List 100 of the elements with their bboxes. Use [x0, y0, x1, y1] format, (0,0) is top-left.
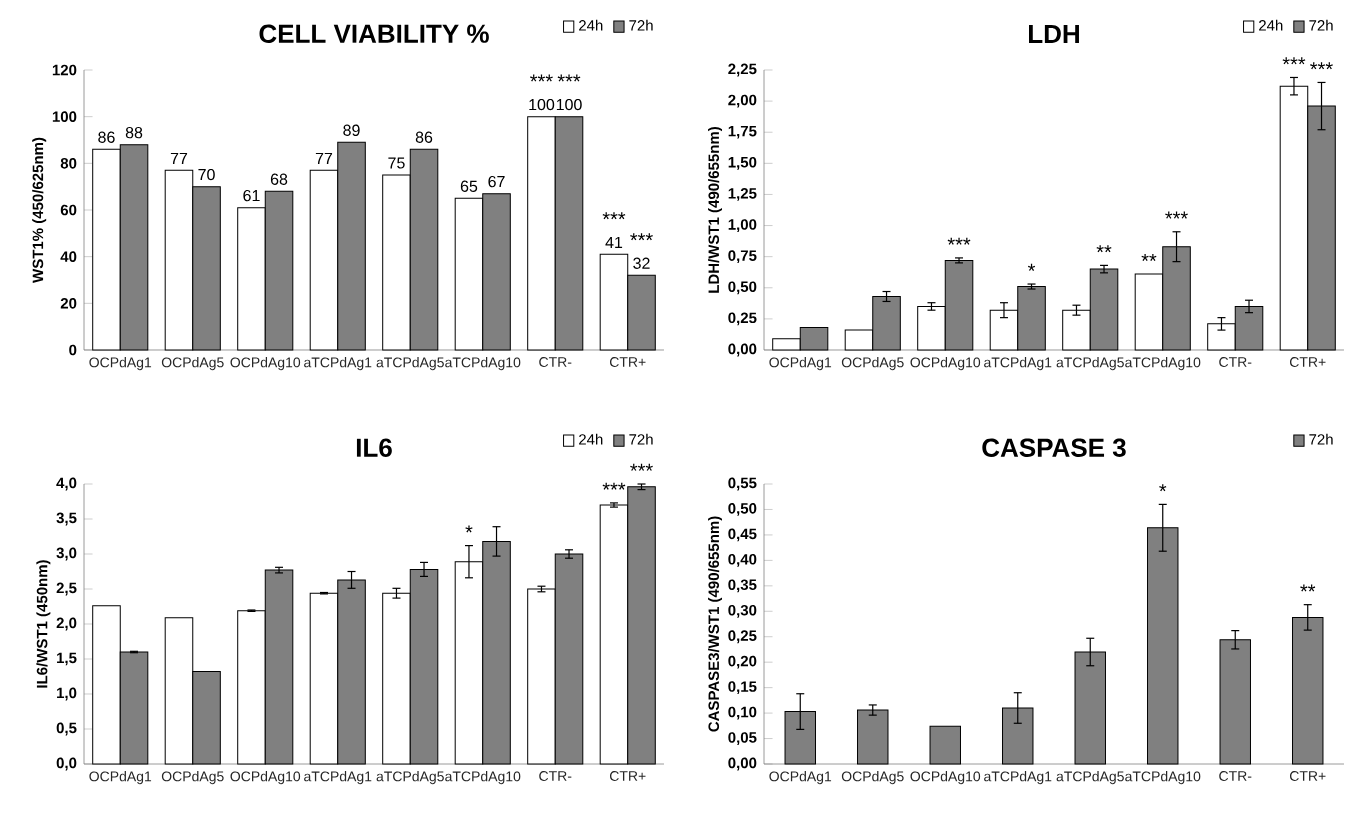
data-label: 68 [270, 173, 288, 185]
legend-label: 72h [629, 19, 653, 31]
x-tick-label: CTR+ [609, 357, 646, 367]
x-tick-label: CTR- [1219, 771, 1252, 781]
y-tick-label: 40 [60, 251, 77, 262]
x-tick-label: OCPdAg1 [769, 357, 832, 371]
x-tick-label: OCPdAg1 [89, 357, 152, 371]
chart-title: LDH [1029, 25, 1079, 43]
y-tick-label: 4,0 [56, 477, 77, 491]
annotation: *** [1282, 57, 1306, 65]
x-tick-label: CTR- [539, 357, 572, 367]
data-label: 100 [529, 98, 555, 111]
x-tick-label: CTR- [1219, 357, 1252, 367]
x-tick-label: aTCPdAg5 [376, 357, 444, 371]
y-axis-title: WST1% (450/625nm) [32, 137, 47, 283]
y-tick-label: 1,25 [728, 188, 757, 201]
annotation: *** [602, 212, 626, 220]
data-label: 77 [315, 152, 333, 164]
data-label: 77 [170, 152, 188, 164]
y-tick-label: 0,25 [728, 630, 757, 644]
data-label: 88 [125, 126, 143, 139]
y-tick-label: 2,25 [728, 63, 757, 77]
y-tick-label: 60 [60, 204, 77, 216]
y-tick-label: 0,45 [728, 528, 757, 542]
x-tick-label: OCPdAg10 [910, 771, 981, 785]
x-tick-label: CTR+ [1289, 771, 1326, 781]
y-tick-label: 20 [60, 298, 77, 309]
y-tick-label: 0,00 [728, 343, 757, 357]
data-label: 65 [460, 180, 478, 192]
y-tick-label: 120 [52, 64, 77, 76]
y-tick-label: 0,75 [728, 250, 757, 264]
data-label: 67 [488, 175, 505, 188]
y-tick-label: 1,5 [57, 652, 77, 666]
x-tick-label: OCPdAg5 [161, 771, 224, 785]
y-tick-label: 3,0 [56, 547, 77, 561]
data-label: 32 [633, 257, 650, 269]
data-label: 75 [388, 157, 405, 169]
data-label: 70 [198, 168, 215, 181]
annotation: *** [557, 74, 581, 82]
y-tick-label: 2,0 [56, 617, 77, 631]
y-tick-label: 0,20 [728, 655, 757, 669]
y-tick-label: 0,5 [56, 722, 77, 736]
x-tick-label: aTCPdAg5 [1056, 771, 1124, 785]
y-tick-label: 0,05 [728, 732, 757, 745]
x-tick-label: aTCPdAg5 [376, 771, 444, 785]
chart-title: IL6 [356, 438, 392, 457]
x-tick-label: aTCPdAg1 [984, 357, 1052, 371]
chart-title: CELL VIABILITY % [259, 24, 489, 43]
y-tick-label: 0,15 [728, 681, 757, 695]
x-tick-label: aTCPdAg1 [304, 357, 372, 371]
y-tick-label: 0,30 [728, 604, 757, 618]
annotation: *** [602, 482, 626, 490]
legend-label: 72h [1309, 19, 1333, 31]
legend-label: 24h [579, 433, 603, 445]
legend-label: 24h [579, 19, 603, 31]
y-tick-label: 1,75 [728, 125, 757, 139]
x-tick-label: aTCPdAg1 [984, 771, 1052, 785]
data-label: 100 [556, 98, 582, 111]
y-tick-label: 0,55 [728, 477, 757, 491]
x-tick-label: CTR- [539, 771, 572, 781]
legend-label: 72h [1309, 433, 1333, 445]
y-tick-label: 0 [69, 344, 77, 356]
y-tick-label: 0,10 [728, 706, 757, 720]
annotation: ** [1300, 584, 1316, 592]
annotation: * [1159, 484, 1167, 492]
x-tick-label: aTCPdAg1 [304, 771, 372, 785]
y-tick-label: 2,5 [56, 582, 77, 596]
y-tick-label: 0,50 [728, 281, 757, 295]
y-tick-label: 1,00 [728, 219, 757, 232]
x-tick-label: OCPdAg10 [230, 357, 301, 371]
annotation: *** [630, 463, 653, 471]
y-tick-label: 80 [60, 158, 77, 169]
annotation: ** [1096, 245, 1112, 253]
y-tick-label: 0,35 [728, 579, 757, 593]
x-tick-label: aTCPdAg10 [1125, 771, 1201, 785]
y-tick-label: 0,50 [728, 503, 757, 516]
x-tick-label: CTR+ [1289, 357, 1326, 367]
x-tick-label: OCPdAg10 [230, 771, 301, 785]
x-tick-label: CTR+ [609, 771, 646, 781]
y-tick-label: 0,25 [728, 312, 757, 326]
legend-label: 24h [1259, 19, 1283, 31]
annotation: *** [630, 233, 653, 241]
y-tick-label: 0,00 [728, 757, 757, 771]
y-axis-title: LDH/WST1 (490/655nm) [708, 127, 723, 293]
annotation: *** [530, 74, 553, 82]
y-tick-label: 1,0 [57, 687, 77, 701]
y-tick-label: 100 [52, 111, 77, 122]
x-tick-label: aTCPdAg10 [445, 771, 521, 785]
y-tick-label: 0,40 [728, 553, 757, 567]
x-tick-label: OCPdAg1 [769, 771, 832, 785]
y-axis-title: CASPASE3/WST1 (490/655nm) [708, 516, 723, 732]
annotation: ** [1141, 253, 1157, 261]
x-tick-label: OCPdAg10 [910, 357, 981, 371]
x-tick-label: OCPdAg5 [841, 771, 904, 785]
x-tick-label: aTCPdAg10 [445, 357, 521, 371]
annotation: *** [1310, 62, 1333, 70]
annotation: * [465, 525, 473, 533]
y-tick-label: 1,50 [728, 156, 757, 170]
legend-label: 72h [629, 433, 653, 445]
data-label: 89 [343, 124, 360, 136]
